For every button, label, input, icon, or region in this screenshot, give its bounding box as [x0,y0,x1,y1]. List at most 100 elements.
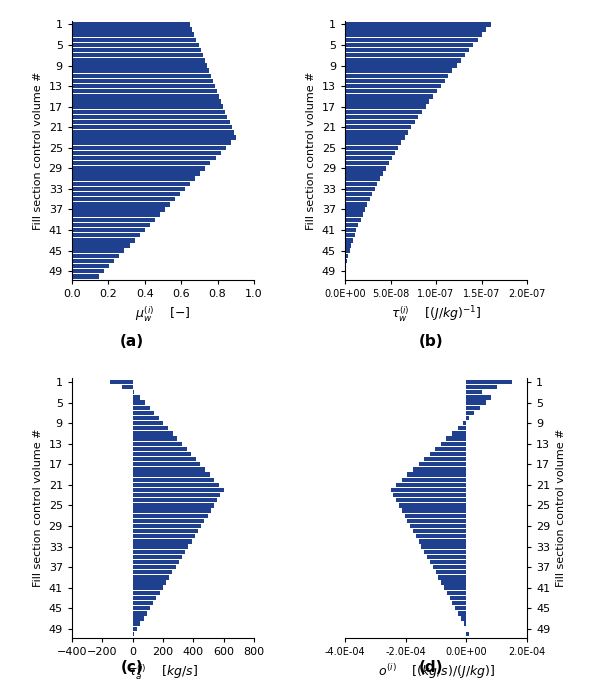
Bar [419,539,467,543]
Bar [345,166,386,170]
Bar [72,79,213,83]
Bar [391,488,467,492]
Bar [424,457,467,462]
Bar [72,213,160,217]
Bar [72,182,190,186]
Bar [72,33,195,37]
Bar [72,171,200,176]
Bar [72,207,165,211]
Bar [72,94,219,98]
Y-axis label: Fill section control volume #: Fill section control volume # [33,429,43,587]
Bar [458,426,467,430]
Bar [345,218,361,222]
Bar [413,529,467,534]
Bar [416,534,467,538]
Bar [345,249,350,253]
Bar [345,146,398,150]
Bar [72,146,226,150]
Bar [345,171,383,176]
Bar [72,27,192,32]
Bar [345,69,452,73]
Bar [345,130,408,134]
Text: (b): (b) [419,335,444,349]
Bar [345,135,404,140]
Text: (a): (a) [120,335,144,349]
Bar [345,125,412,130]
Bar [132,509,211,513]
X-axis label: $\tau_w^{(i)}$    $[(J/kg)^{-1}]$: $\tau_w^{(i)}$ $[(J/kg)^{-1}]$ [391,304,482,324]
Bar [132,596,156,600]
Bar [72,197,175,202]
Bar [394,493,467,498]
Bar [345,222,358,227]
Bar [345,228,356,232]
Bar [132,431,173,436]
Bar [402,477,467,482]
Bar [467,380,512,384]
Bar [452,601,467,605]
Bar [132,395,140,400]
Bar [132,437,177,441]
Bar [345,53,465,58]
Bar [345,202,367,207]
Bar [132,611,147,615]
Bar [467,385,497,389]
Bar [345,109,422,114]
Bar [72,166,205,170]
Bar [132,590,159,595]
Bar [407,518,467,523]
Bar [345,151,395,155]
Bar [345,89,437,94]
Bar [345,99,429,104]
Bar [345,197,370,202]
Bar [72,99,221,104]
Bar [72,186,185,191]
Bar [413,467,467,472]
Bar [435,570,467,574]
Bar [452,431,467,436]
Bar [72,141,231,145]
Bar [132,539,192,543]
Bar [404,514,467,518]
Bar [132,473,210,477]
Bar [132,405,150,410]
Bar [72,258,114,263]
Bar [345,63,456,68]
Bar [72,84,215,88]
Bar [132,601,153,605]
Bar [132,560,179,564]
Bar [132,401,145,405]
Bar [72,192,180,196]
Bar [429,452,467,456]
Bar [345,43,473,47]
Bar [72,177,195,181]
Bar [72,264,109,268]
Bar [345,48,469,52]
Bar [132,447,186,451]
Bar [441,441,467,446]
Bar [132,457,196,462]
Bar [446,437,467,441]
Bar [464,622,467,626]
Bar [132,626,137,631]
Bar [345,115,418,119]
Bar [463,421,467,426]
Bar [467,632,469,636]
Bar [72,222,150,227]
Bar [132,570,173,574]
Bar [72,43,198,47]
Bar [132,498,217,502]
Bar [132,606,150,611]
Bar [72,48,201,52]
Bar [132,565,176,570]
Bar [345,264,346,268]
Bar [132,632,134,636]
Bar [345,177,380,181]
Bar [72,73,211,78]
Bar [132,554,182,559]
Bar [345,243,351,247]
Bar [132,524,201,528]
Bar [132,441,182,446]
Bar [132,503,214,507]
Bar [345,22,491,26]
